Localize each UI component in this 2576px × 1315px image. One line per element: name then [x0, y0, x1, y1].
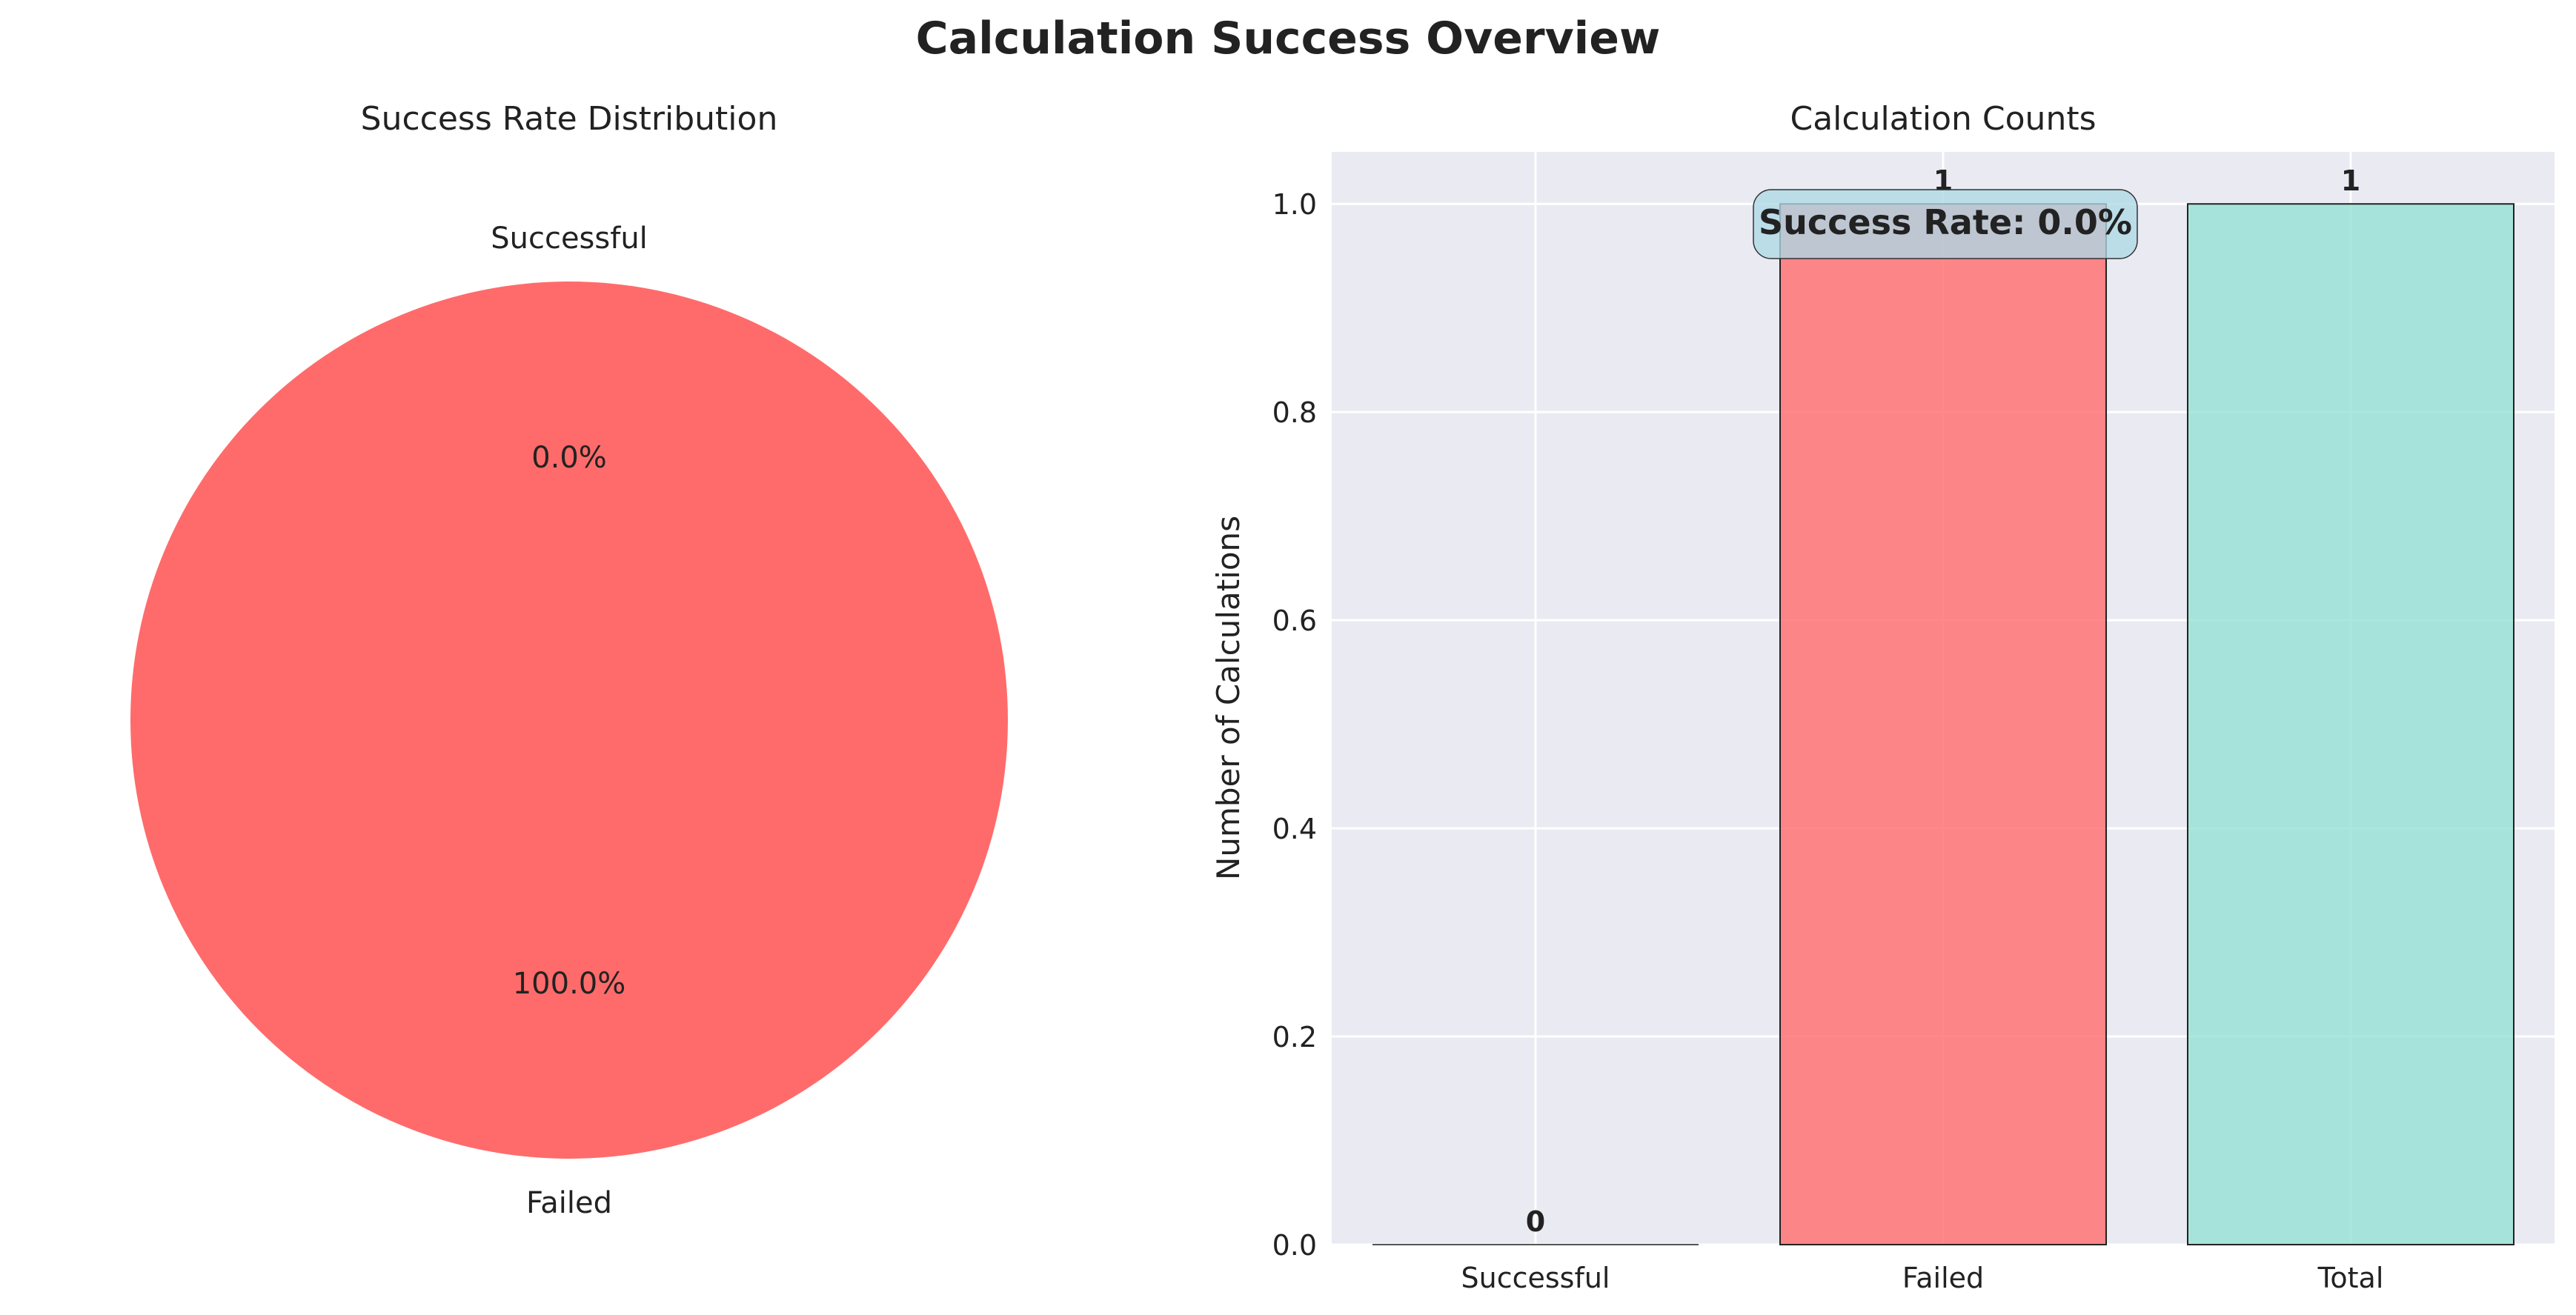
y-tick-label: 0.2 — [1272, 1021, 1317, 1053]
pie-percent-failed: 100.0% — [513, 967, 626, 1001]
pie-chart-title: Success Rate Distribution — [361, 100, 778, 138]
x-tick-label: Failed — [1902, 1262, 1984, 1294]
y-tick-label: 0.0 — [1272, 1229, 1317, 1262]
y-tick-label: 0.6 — [1272, 605, 1317, 637]
success-rate-annotation: Success Rate: 0.0% — [1753, 189, 2138, 259]
pie-label-failed: Failed — [526, 1186, 612, 1220]
y-tick-label: 0.4 — [1272, 813, 1317, 845]
x-tick-label: Total — [2317, 1262, 2384, 1294]
pie-slices — [130, 282, 1008, 1159]
annotation-box — [1753, 189, 2138, 259]
pie-slice-failed — [130, 282, 1008, 1159]
x-tick-label: Successful — [1461, 1262, 1610, 1294]
bars: 01 1 — [1372, 164, 2514, 1246]
y-tick-label: 1.0 — [1272, 188, 1317, 221]
y-tick-label: 0.8 — [1272, 396, 1317, 429]
pie-labels: Successful 0.0% Failed 100.0% — [491, 222, 648, 1220]
bar-failed — [1779, 203, 2107, 1246]
pie-percent-successful: 0.0% — [531, 441, 607, 475]
bar-chart-title: Calculation Counts — [1790, 100, 2096, 138]
pie-label-successful: Successful — [491, 222, 648, 256]
pie-chart: Success Rate Distribution Successful 0.0%… — [130, 100, 1008, 1220]
y-axis-label: Number of Calculations — [1210, 516, 1246, 880]
figure-title: Calculation Success Overview — [916, 13, 1661, 64]
bar-chart: Calculation Counts 01 1 0.00.20.40.60.81.… — [1210, 100, 2555, 1294]
bar-total — [2187, 203, 2514, 1246]
tick-labels: 0.0 0.2 0.4 0.6 0.8 1.0 Successful Failed Total — [1272, 188, 2384, 1294]
bar-value-label: 0 — [1526, 1205, 1545, 1238]
bar-value-label: 1 — [2341, 164, 2360, 197]
annotation-text: Success Rate: 0.0% — [1759, 202, 2132, 242]
